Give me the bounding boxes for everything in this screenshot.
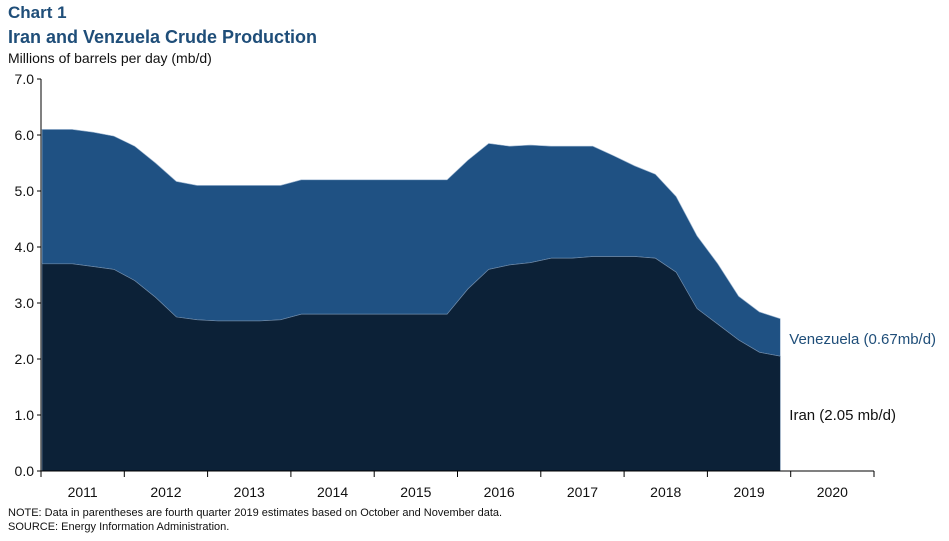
chart-number-label: Chart 1 [8, 3, 67, 22]
x-tick-label: 2013 [234, 484, 265, 500]
axes-layer: 0.0 1.0 2.0 3.0 4.0 5.0 6.0 7.0 2011 2012 2013 2014… [15, 71, 875, 500]
y-tick-label: 0.0 [15, 463, 35, 479]
area-layer [41, 129, 781, 472]
y-tick-label: 7.0 [15, 71, 35, 87]
x-tick-label: 2015 [400, 484, 431, 500]
area-iran [41, 256, 781, 472]
x-tick-label: 2014 [317, 484, 348, 500]
y-axis-unit-label: Millions of barrels per day (mb/d) [8, 50, 212, 66]
iran-annotation: Iran (2.05 mb/d) [789, 407, 896, 424]
chart-plot: 0.0 1.0 2.0 3.0 4.0 5.0 6.0 7.0 2011 2012 2013 2014… [15, 71, 937, 500]
x-tick-label: 2019 [733, 484, 764, 500]
source-note: SOURCE: Energy Information Administratio… [8, 521, 230, 533]
chart-title: Iran and Venzuela Crude Production [8, 27, 318, 47]
y-tick-label: 2.0 [15, 351, 35, 367]
footnote: NOTE: Data in parentheses are fourth qua… [8, 507, 503, 519]
x-tick-label: 2016 [484, 484, 515, 500]
x-tick-label: 2018 [650, 484, 681, 500]
x-tick-label: 2017 [567, 484, 598, 500]
y-tick-label: 3.0 [15, 295, 35, 311]
venezuela-annotation: Venezuela (0.67mb/d) [789, 331, 936, 348]
y-tick-label: 1.0 [15, 407, 35, 423]
y-tick-label: 5.0 [15, 183, 35, 199]
y-tick-label: 6.0 [15, 127, 35, 143]
annotation-layer: Venezuela (0.67mb/d) Iran (2.05 mb/d) [789, 331, 936, 424]
x-tick-label: 2012 [150, 484, 181, 500]
x-tick-label: 2020 [817, 484, 848, 500]
x-tick-label: 2011 [68, 484, 98, 500]
y-tick-label: 4.0 [15, 239, 35, 255]
